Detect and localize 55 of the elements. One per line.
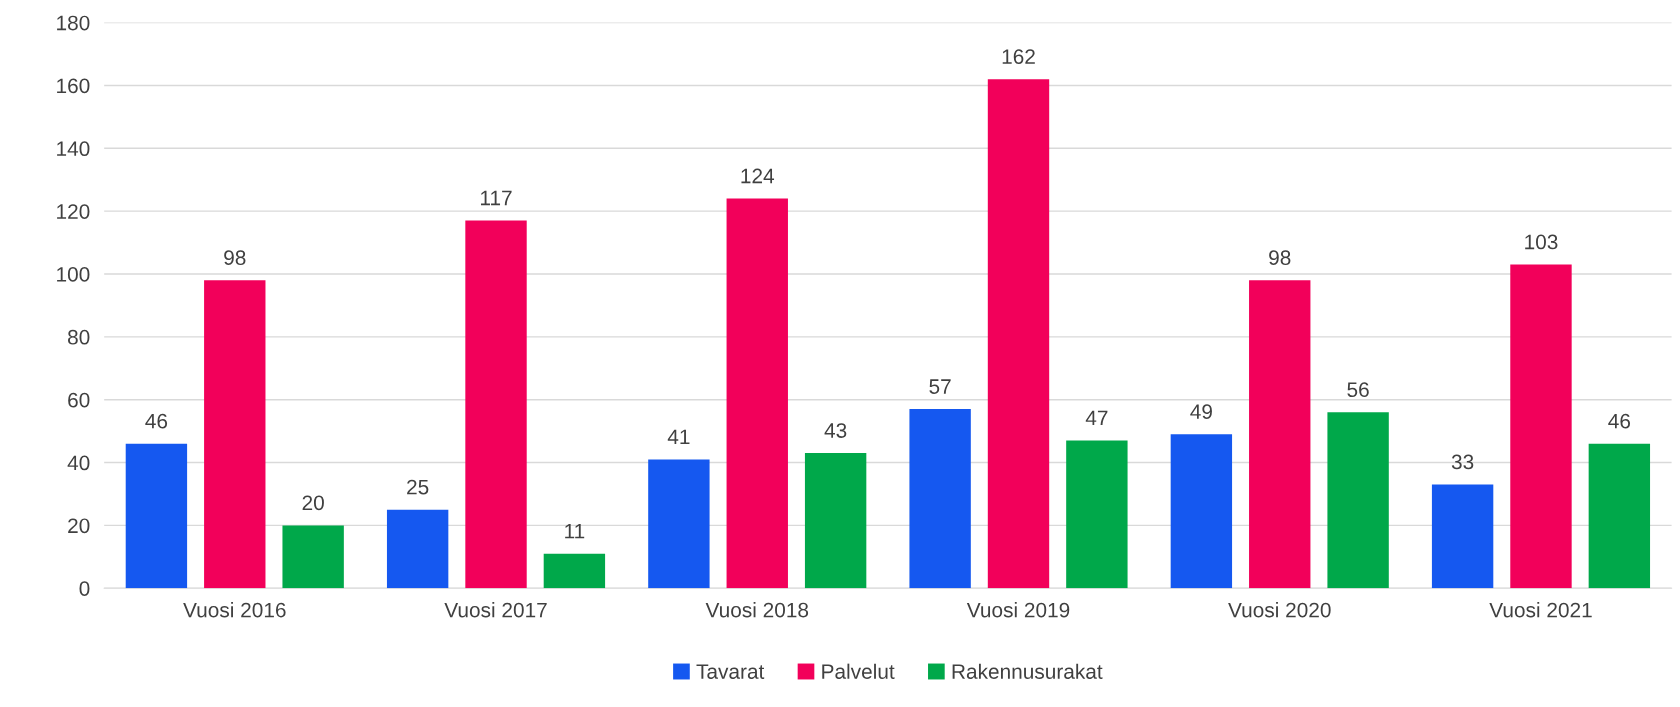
bar <box>386 509 449 589</box>
bar <box>1066 440 1128 589</box>
x-tick-label: Vuosi 2019 <box>966 602 1070 618</box>
x-tick-label: Vuosi 2020 <box>1228 602 1331 618</box>
bar <box>543 553 606 589</box>
bar <box>648 459 710 589</box>
x-tick-label: Vuosi 2017 <box>444 602 547 618</box>
x-tick-label: Vuosi 2016 <box>183 602 286 618</box>
data-label: 25 <box>407 479 429 495</box>
data-label: 33 <box>1451 454 1474 470</box>
data-label: 43 <box>824 423 847 438</box>
bar <box>1510 264 1572 589</box>
y-tick-label: 20 <box>68 518 90 534</box>
data-label: 47 <box>1085 410 1108 426</box>
legend-label: Palvelut <box>822 663 895 679</box>
bar <box>1327 412 1389 589</box>
data-label: 98 <box>224 250 246 266</box>
data-label: 46 <box>1608 413 1631 429</box>
legend-label: Rakennusurakat <box>952 663 1103 679</box>
bar <box>1431 484 1494 589</box>
data-label: 56 <box>1347 382 1369 398</box>
bar <box>1588 443 1651 589</box>
bar <box>204 280 266 589</box>
bar <box>1170 434 1233 589</box>
y-tick-label: 140 <box>57 141 90 157</box>
y-tick-label: 180 <box>57 15 90 31</box>
data-label: 46 <box>145 413 168 429</box>
bar <box>465 220 527 589</box>
y-tick-label: 60 <box>68 392 90 408</box>
data-label: 20 <box>302 495 324 511</box>
bar <box>804 453 867 589</box>
data-label: 117 <box>481 190 512 206</box>
y-tick-label: 160 <box>57 78 90 94</box>
legend-label: Tavarat <box>696 664 765 679</box>
bar <box>282 525 344 589</box>
data-label: 11 <box>565 523 585 539</box>
bar <box>125 443 188 589</box>
data-label: 162 <box>1002 49 1035 64</box>
y-tick-label: 80 <box>68 329 90 345</box>
x-tick-label: Vuosi 2018 <box>705 602 809 618</box>
x-tick-label: Vuosi 2021 <box>1489 602 1592 618</box>
data-label: 57 <box>929 379 951 394</box>
y-tick-label: 100 <box>57 267 90 282</box>
y-tick-label: 0 <box>79 581 90 596</box>
bar <box>987 79 1050 589</box>
data-label: 103 <box>1525 234 1558 250</box>
bar <box>726 198 788 589</box>
data-label: 124 <box>741 168 775 184</box>
bar <box>909 409 971 589</box>
data-label: 98 <box>1269 250 1291 266</box>
data-label: 41 <box>667 429 690 444</box>
y-tick-label: 120 <box>57 204 90 219</box>
y-tick-label: 40 <box>67 455 90 471</box>
data-label: 49 <box>1190 404 1212 420</box>
bar <box>1249 280 1311 589</box>
